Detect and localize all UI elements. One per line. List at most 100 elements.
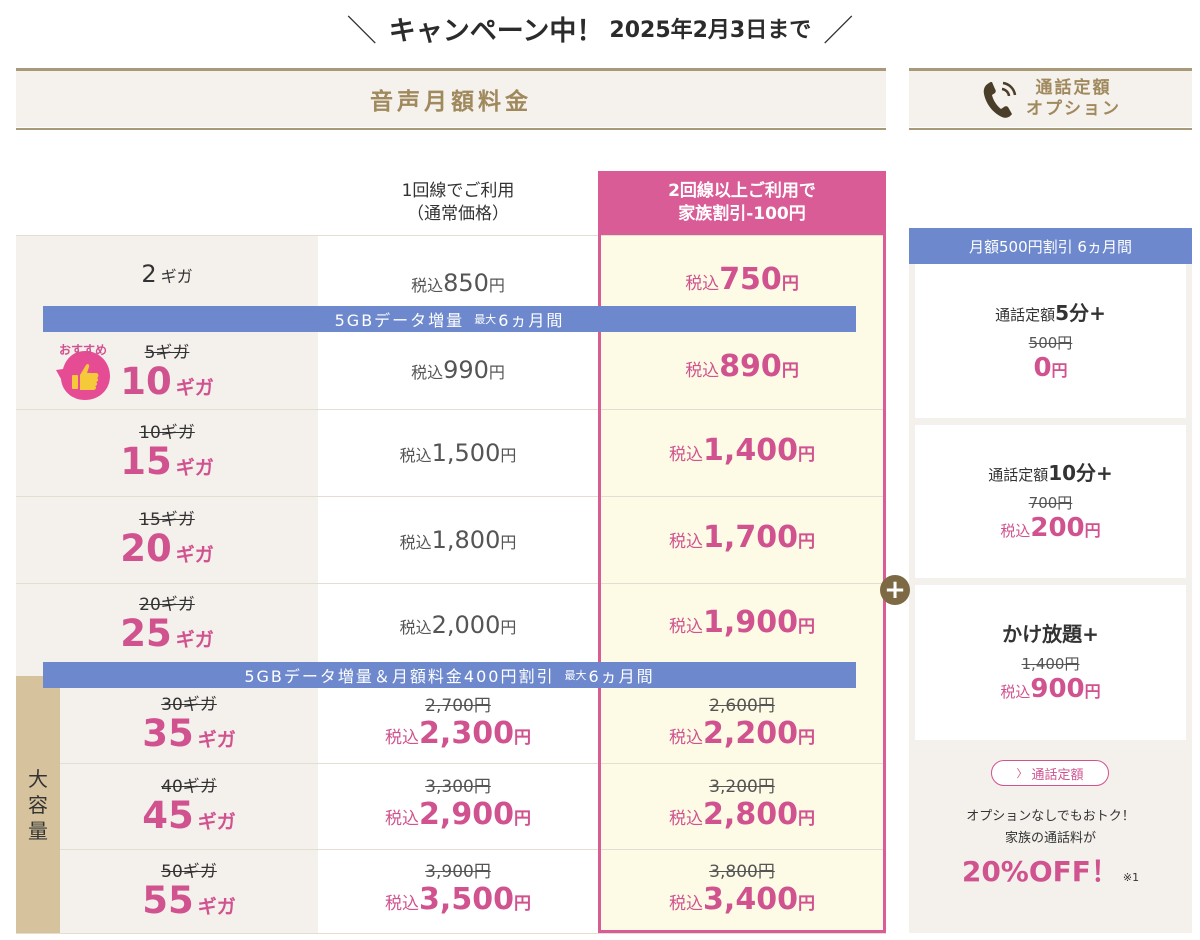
plus-icon: + (880, 575, 910, 605)
option-old-price: 500円 (1028, 333, 1073, 352)
option-header-top-line (909, 68, 1192, 71)
regular-price: 税込2,300円 (385, 715, 531, 751)
plan-row-45gb-family-price: 3,200円 税込2,800円 (601, 763, 883, 849)
plan-row-10gb-family-price: 税込890円 (601, 322, 883, 409)
large-char: 量 (28, 818, 48, 843)
large-char: 容 (28, 792, 48, 817)
campaign-date: 2025年2月3日まで (609, 18, 812, 43)
row-divider (60, 849, 886, 850)
banner-text: 5GBデータ増量＆月額料金400円割引 (244, 667, 555, 686)
option-note-line2: 家族の通話料が (1004, 831, 1096, 846)
plan-row-55gb-price: 3,900円 税込3,500円 (318, 849, 598, 933)
chevron-right-icon: 〉 (1016, 767, 1028, 780)
row-divider (16, 496, 886, 497)
plan-row-15gb-family-price: 税込1,400円 (601, 409, 883, 496)
option-old-price: 1,400円 (1021, 655, 1080, 673)
row-divider (16, 583, 886, 584)
single-line-title: 1回線でご利用 (401, 181, 515, 201)
old-gb-amount: 50ギガ (161, 861, 217, 882)
plan-header: 音声月額料金 (16, 71, 886, 127)
row-divider (16, 235, 886, 236)
option-price: 税込200円 (1000, 513, 1101, 543)
plan-row-25gb-family-price: 税込1,900円 (601, 583, 883, 676)
plan-row-15gb-label: 10ギガ 15 ギガ (16, 409, 318, 496)
call-plan-link-label: 通話定額 (1031, 767, 1084, 783)
option-note: オプションなしでもおトク！ 家族の通話料が (909, 806, 1192, 850)
option-card-10min: 通話定額10分+ 700円 税込200円 (915, 425, 1186, 578)
campaign-slash-left: ＼ (346, 14, 377, 49)
option-price: 税込900円 (1000, 674, 1101, 704)
old-regular-price: 3,300円 (425, 777, 491, 797)
option-header-line2: オプション (1026, 99, 1121, 119)
regular-price: 税込2,900円 (385, 797, 531, 832)
regular-price: 税込1,500円 (399, 438, 517, 467)
gb-amount: 45 ギガ (142, 793, 236, 837)
option-card-5min: 通話定額5分+ 500円 0円 (915, 264, 1186, 418)
data-bonus-banner: 5GBデータ増量 最大 6ヵ月間 (43, 306, 856, 332)
footnote-mark: ※1 (1122, 871, 1140, 884)
family-price: 税込2,200円 (669, 715, 815, 751)
family-subtitle: 家族割引-100円 (678, 204, 806, 224)
plan-row-25gb-price: 税込2,000円 (318, 583, 598, 676)
plan-row-55gb-family-price: 3,800円 税込3,400円 (601, 849, 883, 933)
campaign-text: キャンペーン中！ (388, 15, 604, 47)
banner-text: 5GBデータ増量 (334, 311, 465, 330)
old-gb-amount: 15ギガ (139, 510, 195, 530)
option-discount-tag: 月額500円割引 6ヵ月間 (909, 228, 1192, 264)
plan-row-45gb-label: 40ギガ 45 ギガ (60, 763, 318, 849)
single-line-column-header: 1回線でご利用 （通常価格） (318, 178, 598, 228)
option-name: 通話定額5分+ (995, 300, 1106, 325)
option-old-price: 700円 (1028, 494, 1073, 512)
plan-row-20gb-family-price: 税込1,700円 (601, 496, 883, 583)
option-price: 0円 (1033, 352, 1068, 383)
option-name: かけ放題+ (1002, 622, 1099, 646)
old-gb-amount: 5ギガ (144, 343, 190, 363)
gb-amount: 2 ギガ (141, 259, 193, 288)
family-price: 税込2,800円 (669, 797, 815, 832)
row-divider (16, 933, 886, 934)
family-price: 税込890円 (685, 348, 799, 384)
gb-amount: 55 ギガ (142, 878, 236, 922)
plan-row-25gb-label: 20ギガ 25 ギガ (16, 583, 318, 676)
option-note-line1: オプションなしでもおトク！ (966, 809, 1135, 824)
gb-amount: 35 ギガ (142, 712, 236, 755)
recommend-label: おすすめ (58, 343, 107, 357)
old-gb-amount: 30ギガ (161, 695, 217, 715)
plan-row-10gb-label: 5ギガ 10 ギガ (16, 322, 318, 409)
gb-amount: 25 ギガ (120, 612, 214, 655)
banner-tail: 6ヵ月間 (498, 311, 565, 330)
large-capacity-tag: 大 容 量 (16, 676, 60, 933)
single-line-subtitle: （通常価格） (407, 204, 509, 224)
plan-row-35gb-family-price: 2,600円 税込2,200円 (601, 676, 883, 763)
banner-small: 最大 (474, 313, 497, 326)
gb-amount: 15 ギガ (120, 440, 214, 483)
family-column-border (598, 235, 886, 933)
option-card-unlimited: かけ放題+ 1,400円 税込900円 (915, 585, 1186, 740)
option-header-line1: 通話定額 (1035, 78, 1112, 98)
plan-row-10gb-price: 税込990円 (318, 322, 598, 409)
regular-price: 税込2,000円 (399, 610, 517, 639)
plan-row-35gb-price: 2,700円 税込2,300円 (318, 676, 598, 763)
plan-row-45gb-price: 3,300円 税込2,900円 (318, 763, 598, 849)
call-discount-highlight: 20%OFF！ ※1 (909, 850, 1192, 890)
regular-price: 税込3,500円 (385, 882, 531, 917)
family-price: 税込1,900円 (669, 604, 815, 640)
family-title: 2回線以上ご利用で (668, 181, 816, 201)
gb-amount: 20 ギガ (120, 527, 214, 570)
discount-text: 20%OFF！ (961, 855, 1119, 888)
regular-price: 税込990円 (411, 355, 505, 384)
call-plan-link-button[interactable]: 〉 通話定額 (991, 760, 1109, 786)
old-gb-amount: 40ギガ (161, 776, 217, 797)
old-gb-amount: 10ギガ (139, 423, 195, 443)
data-bonus-discount-banner: 5GBデータ増量＆月額料金400円割引 最大 6ヵ月間 (43, 662, 856, 688)
family-discount-column-header: 2回線以上ご利用で 家族割引-100円 (598, 171, 886, 235)
gb-amount: 10 ギガ (120, 360, 214, 403)
old-family-price: 2,600円 (709, 695, 775, 716)
family-price: 税込1,400円 (669, 432, 815, 468)
plan-row-15gb-price: 税込1,500円 (318, 409, 598, 496)
plan-row-20gb-label: 15ギガ 20 ギガ (16, 496, 318, 583)
row-divider (60, 763, 886, 764)
family-price: 税込1,700円 (669, 519, 815, 555)
campaign-slash-right: ／ (823, 14, 854, 49)
phone-icon (983, 81, 1017, 118)
